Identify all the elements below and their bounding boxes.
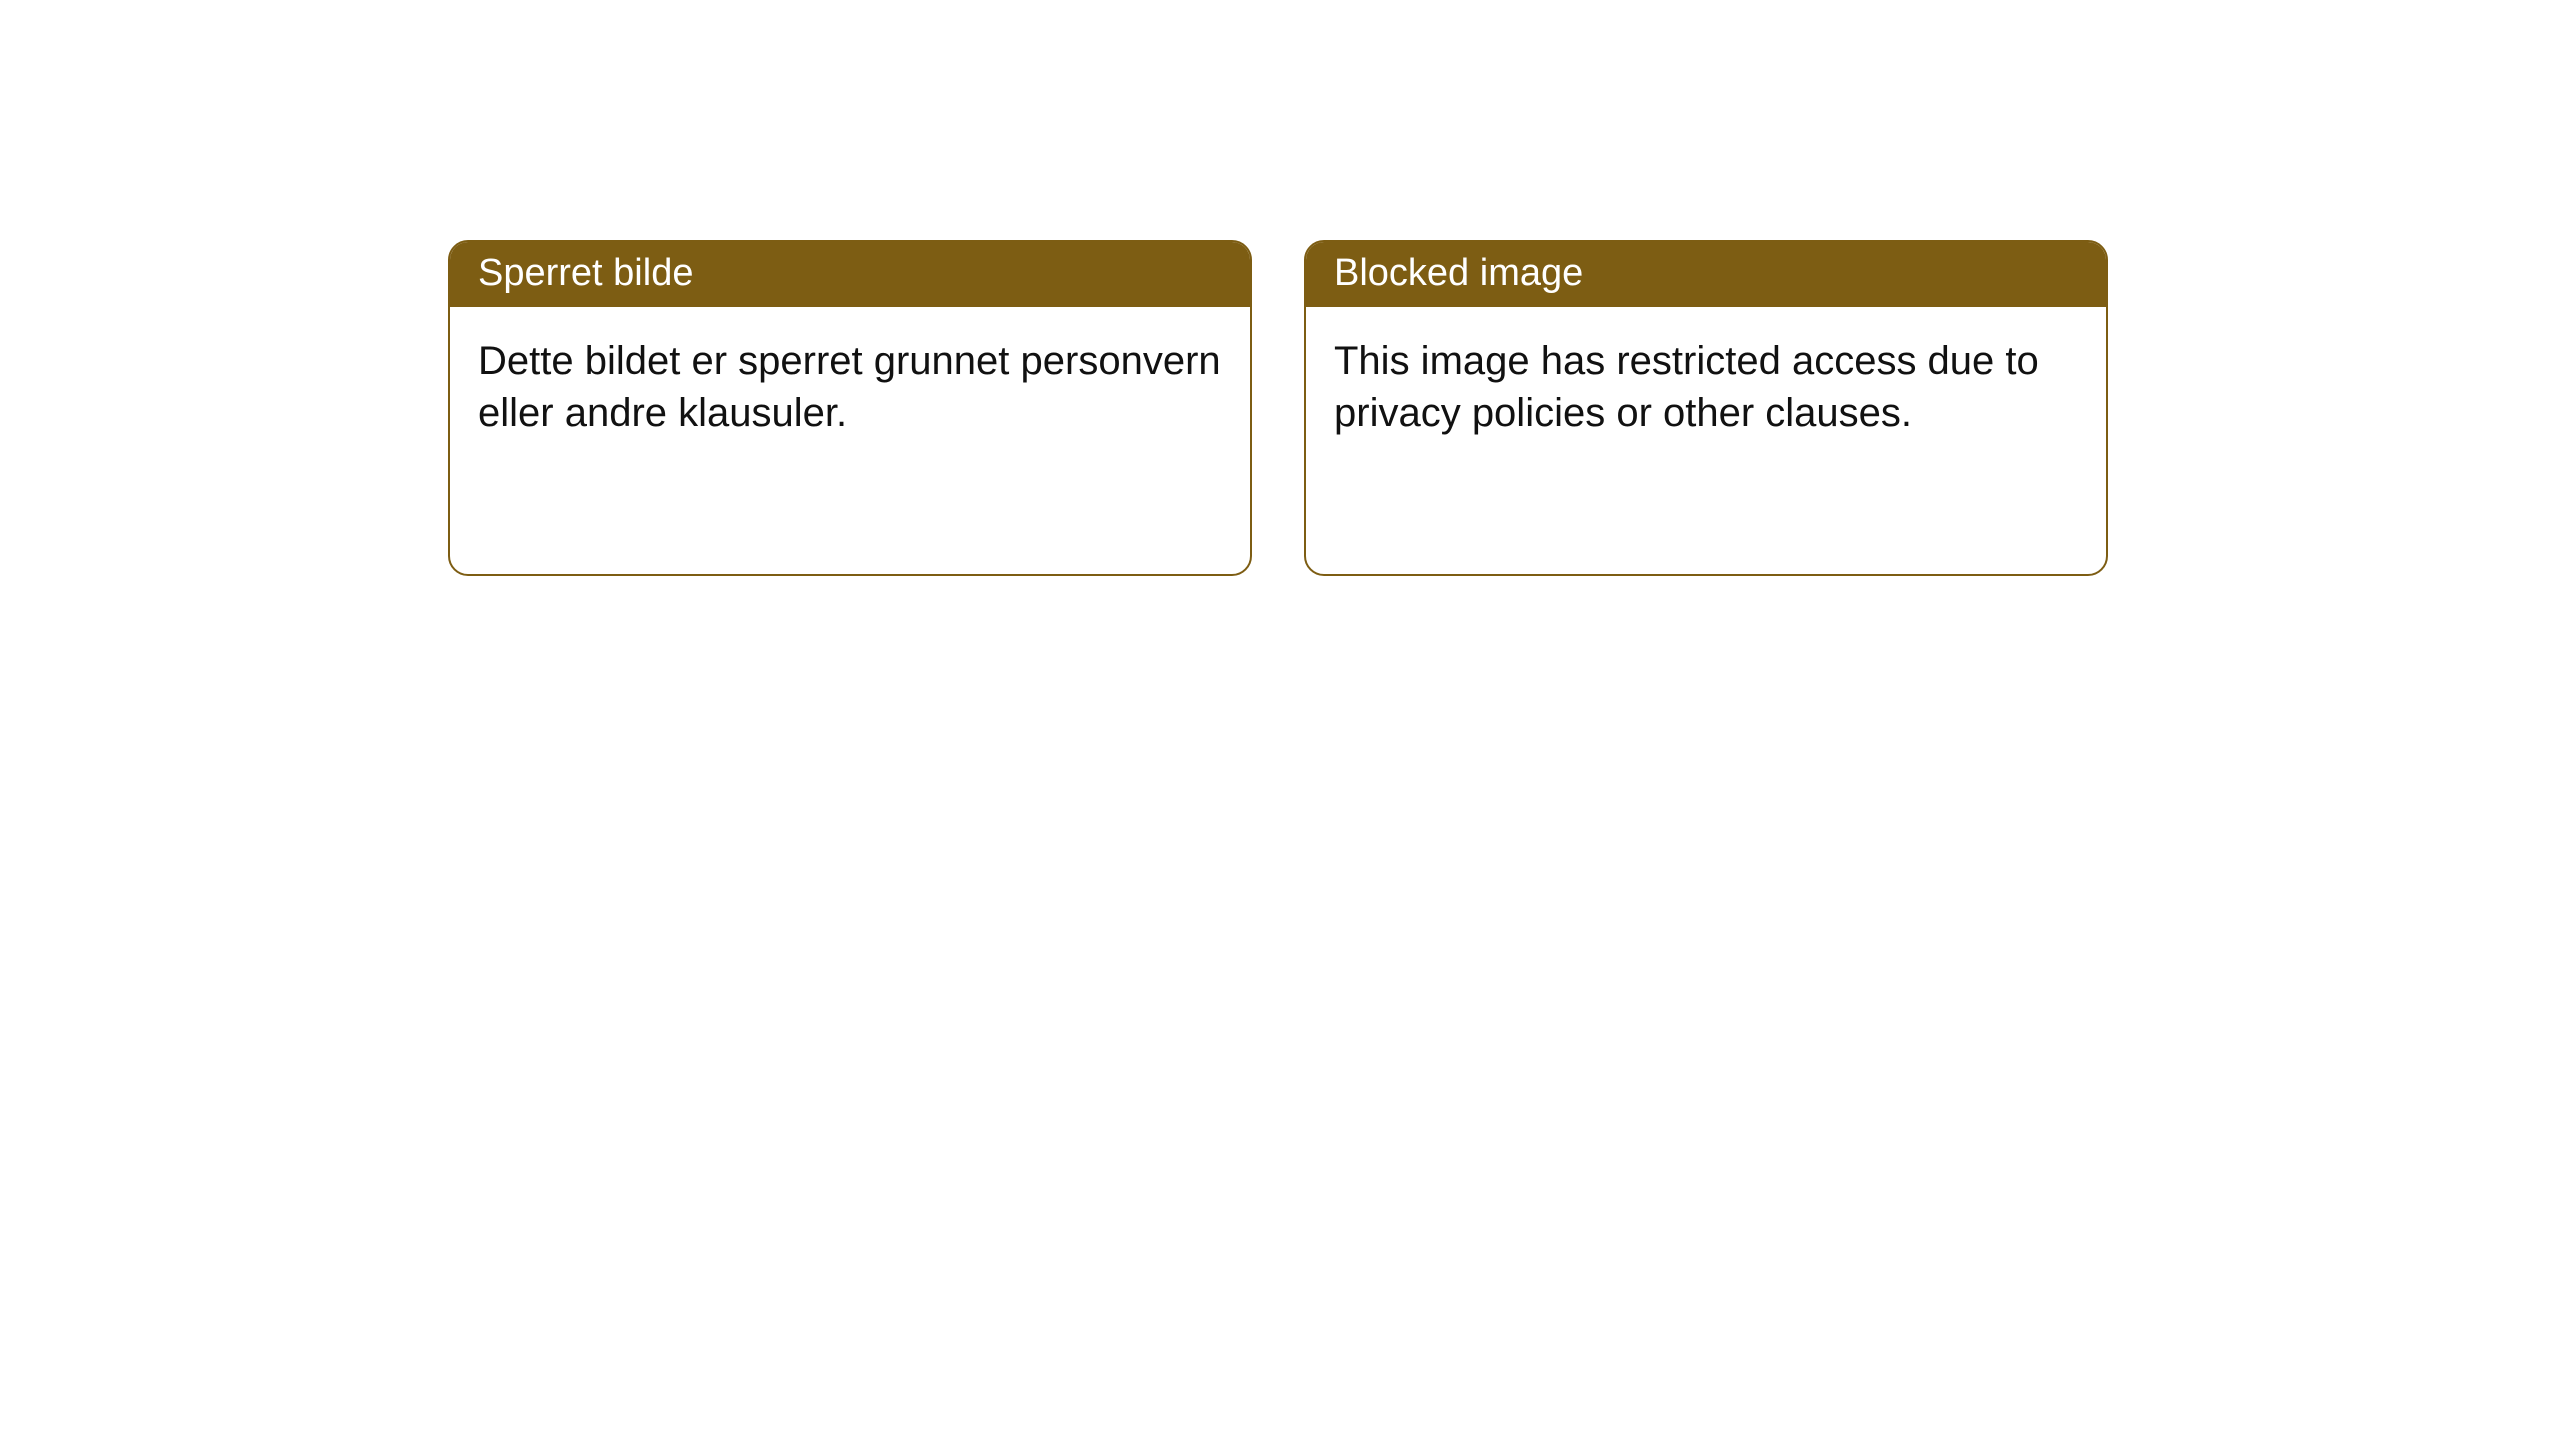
notice-header: Sperret bilde <box>450 242 1250 307</box>
notice-card-norwegian: Sperret bilde Dette bildet er sperret gr… <box>448 240 1252 576</box>
notice-body: Dette bildet er sperret grunnet personve… <box>450 307 1250 467</box>
notice-card-english: Blocked image This image has restricted … <box>1304 240 2108 576</box>
notice-body: This image has restricted access due to … <box>1306 307 2106 467</box>
notice-header: Blocked image <box>1306 242 2106 307</box>
notice-container: Sperret bilde Dette bildet er sperret gr… <box>448 240 2108 576</box>
